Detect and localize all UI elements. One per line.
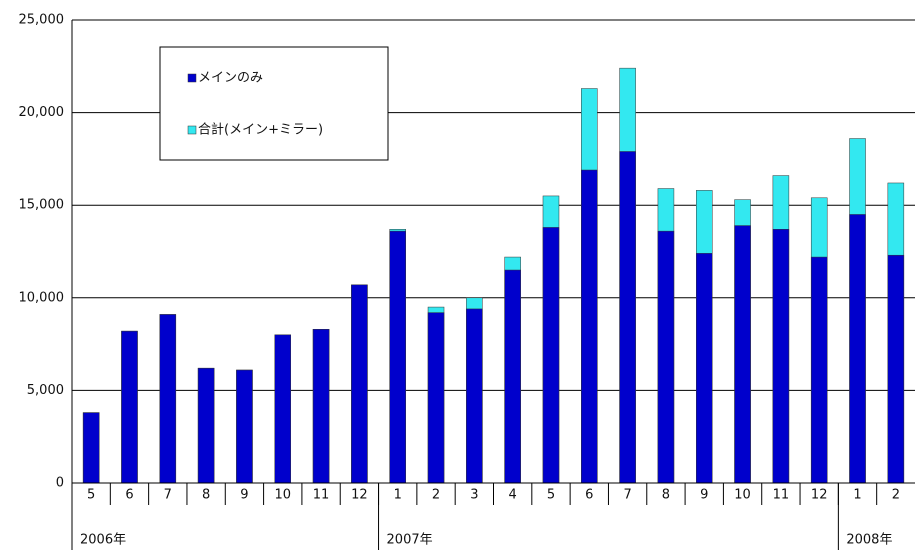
bar [274, 334, 291, 484]
bar [542, 227, 560, 484]
bar [312, 329, 330, 484]
legend-label: 合計(メイン+ミラー) [198, 122, 323, 138]
x-tick-label: 1 [394, 488, 402, 503]
x-tick-label: 6 [125, 488, 133, 503]
bar [427, 312, 445, 484]
group-label: 2007年 [387, 533, 433, 548]
x-tick-label: 10 [274, 488, 291, 503]
x-tick-label: 8 [662, 488, 670, 503]
bar [504, 269, 521, 484]
bar [657, 230, 675, 484]
bar [466, 308, 483, 484]
x-tick-label: 3 [470, 488, 478, 503]
bar [197, 367, 215, 484]
x-tick-label: 5 [87, 488, 95, 503]
legend-box [159, 46, 389, 161]
x-tick-label: 12 [351, 488, 368, 503]
x-tick-label: 1 [853, 488, 861, 503]
y-tick-label: 20,000 [19, 105, 65, 120]
x-tick-label: 10 [734, 488, 751, 503]
group-label: 2008年 [846, 533, 892, 548]
y-tick-label: 0 [56, 476, 64, 491]
bar [696, 253, 713, 484]
bar [887, 254, 905, 484]
y-tick-label: 15,000 [19, 198, 65, 213]
bar [734, 225, 751, 484]
bar [619, 151, 636, 484]
x-tick-label: 2 [892, 488, 900, 503]
x-tick-label: 6 [585, 488, 593, 503]
bar [121, 330, 138, 484]
bar [82, 412, 100, 484]
bar [581, 169, 598, 484]
bar [772, 229, 790, 484]
legend-label: メインのみ [198, 71, 263, 86]
x-tick-label: 11 [313, 488, 330, 503]
y-tick-label: 10,000 [19, 290, 65, 305]
bar [810, 256, 828, 484]
x-tick-label: 4 [509, 488, 517, 503]
x-tick-label: 8 [202, 488, 210, 503]
x-tick-label: 5 [547, 488, 555, 503]
bar [849, 214, 866, 484]
x-tick-label: 2 [432, 488, 440, 503]
bar [159, 314, 177, 484]
x-tick-label: 9 [700, 488, 708, 503]
x-tick-label: 11 [773, 488, 790, 503]
x-tick-label: 7 [623, 488, 631, 503]
legend-swatch [187, 73, 197, 83]
bar [389, 230, 406, 484]
y-tick-label: 25,000 [19, 13, 65, 28]
x-tick-label: 7 [164, 488, 172, 503]
bar [236, 369, 253, 484]
y-tick-label: 5,000 [27, 383, 64, 398]
bar [351, 284, 368, 484]
x-tick-label: 12 [811, 488, 828, 503]
group-label: 2006年 [80, 533, 126, 548]
x-tick-label: 9 [240, 488, 248, 503]
legend-swatch [187, 125, 197, 135]
